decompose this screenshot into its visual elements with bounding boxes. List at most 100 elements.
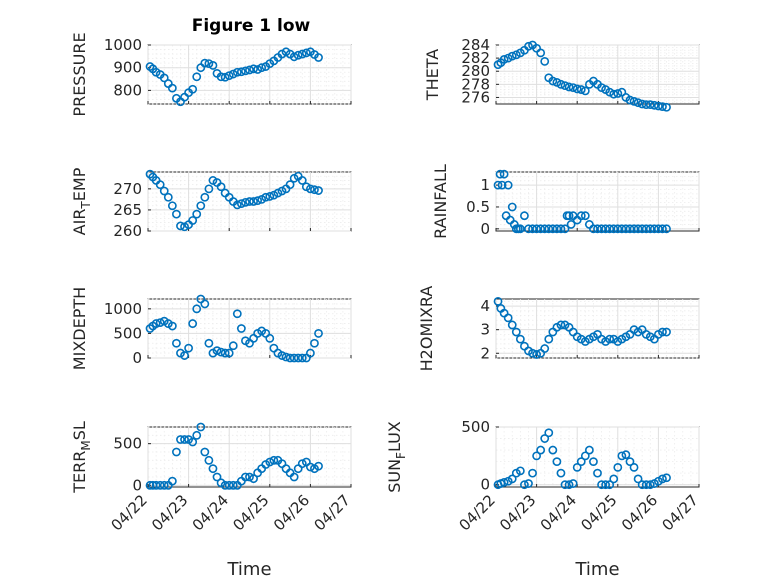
data-point bbox=[208, 61, 218, 70]
data-point bbox=[180, 435, 189, 444]
data-point bbox=[580, 86, 590, 96]
data-point bbox=[560, 480, 570, 490]
data-point bbox=[617, 451, 627, 461]
data-point bbox=[236, 199, 246, 209]
data-point bbox=[609, 474, 619, 484]
data-point bbox=[305, 184, 315, 194]
data-point bbox=[232, 200, 242, 210]
data-point bbox=[176, 435, 185, 444]
data-point bbox=[601, 224, 611, 234]
data-point bbox=[167, 201, 177, 211]
data-point bbox=[536, 48, 546, 58]
data-point bbox=[151, 480, 161, 490]
data-point bbox=[204, 184, 214, 194]
y-axis-label: MIXDEPTH bbox=[70, 287, 89, 370]
plot-area bbox=[495, 426, 700, 488]
data-point bbox=[637, 99, 647, 109]
data-point bbox=[163, 192, 173, 202]
data-point bbox=[507, 202, 517, 212]
data-point bbox=[249, 474, 258, 484]
data-point bbox=[245, 472, 254, 482]
data-point bbox=[629, 224, 639, 234]
data-point bbox=[597, 224, 606, 234]
data-point bbox=[641, 480, 651, 490]
data-point bbox=[228, 341, 238, 351]
data-point bbox=[310, 338, 319, 348]
subplot-4: 0 0.5 1 RAINFALL bbox=[431, 164, 700, 239]
data-point bbox=[548, 445, 558, 455]
data-point bbox=[245, 197, 254, 206]
data-point bbox=[528, 468, 537, 478]
data-point bbox=[528, 224, 537, 234]
data-point bbox=[589, 457, 598, 467]
data-point bbox=[297, 353, 307, 363]
data-point bbox=[261, 192, 271, 202]
data-point bbox=[499, 169, 509, 179]
data-point bbox=[507, 51, 517, 61]
data-point bbox=[609, 224, 619, 234]
data-point bbox=[613, 462, 623, 472]
data-point bbox=[241, 197, 250, 207]
data-point bbox=[192, 72, 202, 82]
data-point bbox=[532, 224, 541, 234]
data-point bbox=[540, 56, 550, 66]
data-point bbox=[568, 83, 578, 93]
data-point bbox=[305, 462, 315, 472]
data-point bbox=[293, 50, 303, 60]
data-point bbox=[167, 476, 177, 486]
data-point bbox=[625, 95, 635, 105]
data-point bbox=[216, 182, 226, 192]
data-point bbox=[556, 320, 566, 330]
data-point bbox=[515, 224, 525, 234]
data-point bbox=[540, 344, 550, 353]
data-point bbox=[236, 324, 246, 333]
data-point bbox=[520, 211, 529, 221]
data-point bbox=[637, 480, 647, 490]
data-point bbox=[528, 348, 537, 358]
data-point bbox=[662, 224, 671, 234]
data-point bbox=[228, 69, 238, 79]
data-point bbox=[220, 348, 230, 358]
data-point bbox=[212, 346, 222, 356]
x-axis-label: Time bbox=[226, 559, 271, 580]
y-tick-label: 500 bbox=[113, 435, 142, 453]
data-point bbox=[605, 224, 615, 234]
data-point bbox=[196, 201, 206, 211]
y-tick-label: 1000 bbox=[104, 300, 142, 318]
data-point bbox=[188, 216, 198, 225]
data-point bbox=[281, 352, 291, 362]
data-point bbox=[629, 462, 639, 472]
data-point bbox=[184, 343, 193, 353]
data-point bbox=[314, 329, 323, 338]
data-point bbox=[220, 480, 230, 490]
data-point bbox=[511, 327, 521, 337]
data-point bbox=[548, 76, 558, 86]
data-point bbox=[658, 327, 667, 337]
y-tick-label: 800 bbox=[113, 81, 142, 99]
y-tick-label: 260 bbox=[113, 222, 142, 240]
data-point bbox=[617, 224, 627, 234]
data-point bbox=[633, 98, 643, 108]
data-point bbox=[236, 67, 246, 77]
data-point bbox=[151, 319, 161, 328]
data-point bbox=[145, 480, 155, 490]
y-axis-label: SUNFLUX bbox=[385, 421, 408, 493]
data-point bbox=[503, 313, 513, 323]
data-point bbox=[568, 479, 578, 488]
data-point bbox=[310, 185, 319, 195]
data-point bbox=[172, 338, 181, 348]
data-point bbox=[560, 81, 570, 91]
data-point bbox=[216, 347, 226, 357]
data-point bbox=[499, 55, 509, 64]
data-point bbox=[548, 224, 558, 234]
data-point bbox=[265, 457, 275, 467]
data-point bbox=[613, 224, 623, 234]
y-axis-label: PRESSURE bbox=[70, 32, 89, 116]
data-point bbox=[605, 480, 615, 490]
y-axis-label: H2OMIXRA bbox=[417, 286, 436, 372]
data-point bbox=[192, 430, 202, 440]
data-point bbox=[584, 445, 594, 455]
data-point bbox=[241, 66, 250, 76]
